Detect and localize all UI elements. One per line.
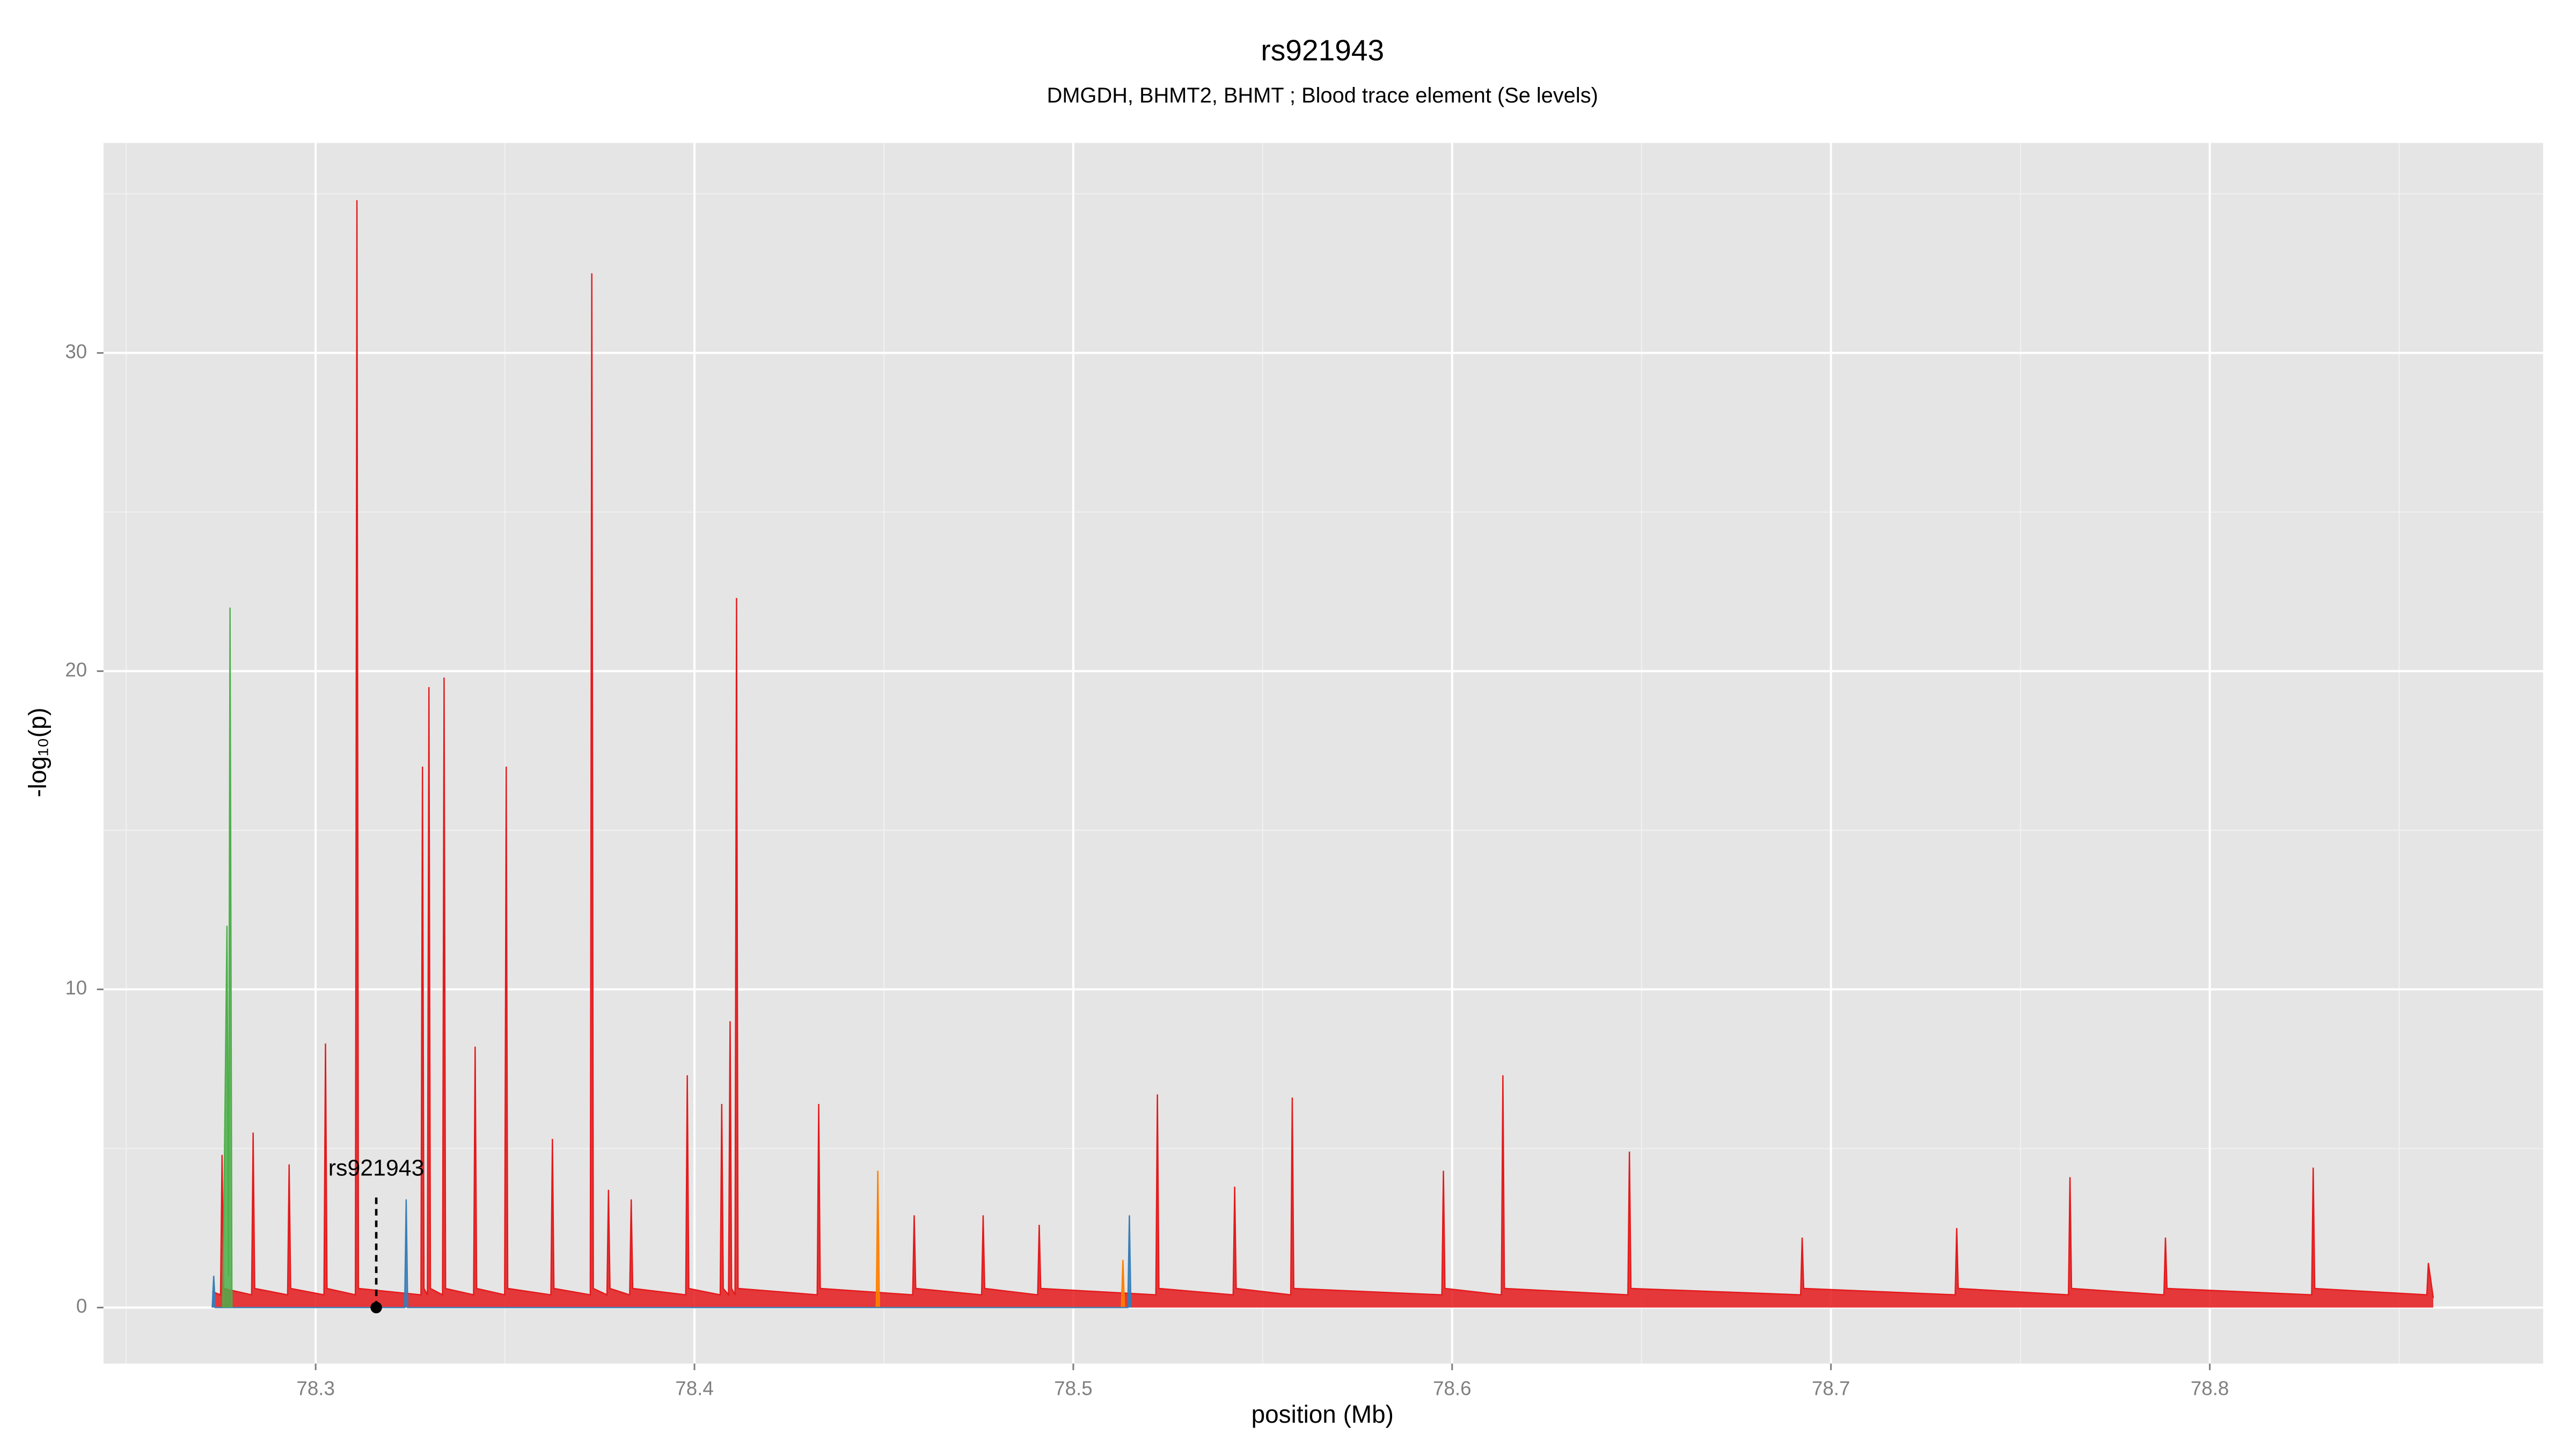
annotation-point bbox=[370, 1301, 382, 1314]
y-tick-label: 0 bbox=[76, 1295, 87, 1317]
chart-title: rs921943 bbox=[1261, 34, 1384, 67]
chart-subtitle: DMGDH, BHMT2, BHMT ; Blood trace element… bbox=[1047, 84, 1598, 107]
labels: 78.3 78.4 78.5 78.6 78.7 78.8 0 10 20 30 rs921943 bbox=[65, 340, 2229, 1399]
plot-panel bbox=[103, 143, 2543, 1364]
x-tick-label: 78.7 bbox=[1812, 1377, 1850, 1399]
y-tick-label: 20 bbox=[65, 658, 87, 680]
y-tick-label: 10 bbox=[65, 977, 87, 999]
x-tick-label: 78.4 bbox=[675, 1377, 713, 1399]
x-tick-label: 78.5 bbox=[1054, 1377, 1092, 1399]
x-tick-label: 78.6 bbox=[1433, 1377, 1471, 1399]
x-axis-label: position (Mb) bbox=[1252, 1400, 1394, 1428]
y-tick-label: 30 bbox=[65, 340, 87, 362]
area-line bbox=[212, 200, 2434, 1298]
y-axis-label: -log₁₀(p) bbox=[24, 707, 52, 797]
annotation-label: rs921943 bbox=[328, 1155, 425, 1181]
x-tick-label: 78.8 bbox=[2191, 1377, 2229, 1399]
x-tick-label: 78.3 bbox=[296, 1377, 334, 1399]
area-line bbox=[211, 1199, 1132, 1308]
marks bbox=[211, 200, 2434, 1308]
